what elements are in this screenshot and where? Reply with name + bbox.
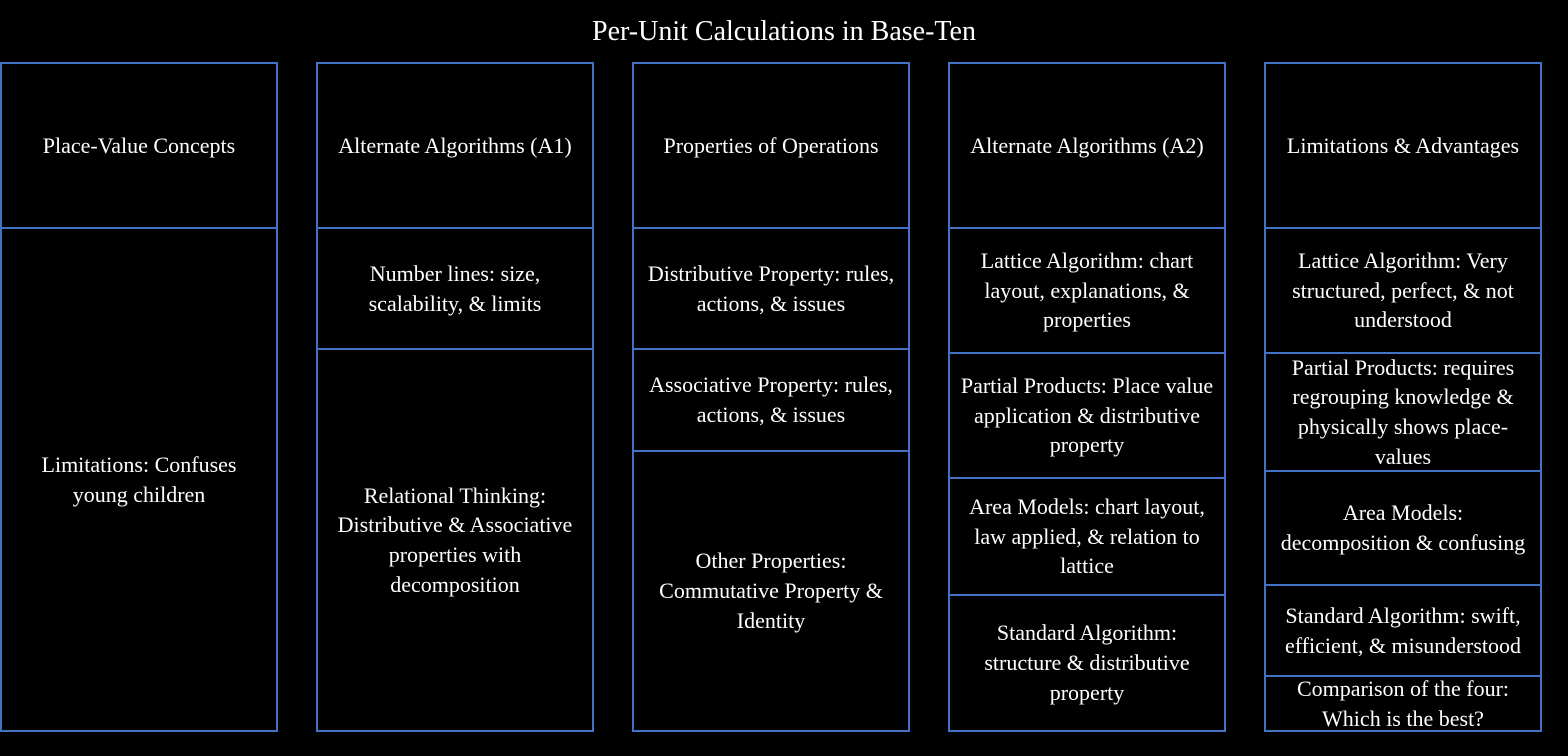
column-3: Alternate Algorithms (A2) Lattice Algorit…	[948, 62, 1226, 732]
cell-4-4: Standard Algorithm: swift, efficient, & …	[1266, 586, 1540, 677]
cell-text: Comparison of the four: Which is the bes…	[1276, 674, 1530, 733]
cell-text: Partial Products: Place value applicatio…	[960, 371, 1214, 460]
column-4: Limitations & Advantages Lattice Algorith…	[1264, 62, 1542, 732]
cell-text: Number lines: size, scalability, & limit…	[328, 259, 582, 318]
cell-2-2: Associative Property: rules, actions, & …	[634, 350, 908, 452]
cell-3-2: Partial Products: Place value applicatio…	[950, 354, 1224, 479]
column-2: Properties of Operations Distributive Pro…	[632, 62, 910, 732]
cell-text: Distributive Property: rules, actions, &…	[644, 259, 898, 318]
cell-text: Alternate Algorithms (A1)	[328, 131, 582, 161]
cell-text: Properties of Operations	[644, 131, 898, 161]
cell-text: Partial Products: requires regrouping kn…	[1276, 353, 1530, 472]
cell-text: Lattice Algorithm: chart layout, explana…	[960, 246, 1214, 335]
cell-text: Other Properties: Commutative Property &…	[644, 546, 898, 635]
diagram-title: Per-Unit Calculations in Base-Ten	[592, 16, 976, 48]
cell-3-3: Area Models: chart layout, law applied, …	[950, 479, 1224, 596]
cell-4-2: Partial Products: requires regrouping kn…	[1266, 354, 1540, 472]
cell-1-2: Relational Thinking: Distributive & Asso…	[318, 350, 592, 730]
cell-text: Associative Property: rules, actions, & …	[644, 370, 898, 429]
cell-3-1: Lattice Algorithm: chart layout, explana…	[950, 229, 1224, 354]
cell-4-1: Lattice Algorithm: Very structured, perf…	[1266, 229, 1540, 354]
cell-1-1: Number lines: size, scalability, & limit…	[318, 229, 592, 350]
cell-text: Standard Algorithm: structure & distribu…	[960, 618, 1214, 707]
cell-text: Area Models: decomposition & confusing	[1276, 498, 1530, 557]
cell-2-1: Distributive Property: rules, actions, &…	[634, 229, 908, 350]
cell-text: Limitations: Confuses young children	[12, 450, 266, 509]
cell-1-0: Alternate Algorithms (A1)	[318, 64, 592, 229]
column-1: Alternate Algorithms (A1) Number lines: s…	[316, 62, 594, 732]
cell-3-4: Standard Algorithm: structure & distribu…	[950, 596, 1224, 730]
cell-text: Area Models: chart layout, law applied, …	[960, 492, 1214, 581]
cell-text: Lattice Algorithm: Very structured, perf…	[1276, 246, 1530, 335]
cell-4-5: Comparison of the four: Which is the bes…	[1266, 677, 1540, 730]
cell-text: Relational Thinking: Distributive & Asso…	[328, 481, 582, 600]
columns-container: Place-Value Concepts Limitations: Confuse…	[0, 62, 1542, 732]
cell-text: Place-Value Concepts	[12, 131, 266, 161]
cell-3-0: Alternate Algorithms (A2)	[950, 64, 1224, 229]
cell-text: Alternate Algorithms (A2)	[960, 131, 1214, 161]
cell-0-0: Place-Value Concepts	[2, 64, 276, 229]
cell-2-3: Other Properties: Commutative Property &…	[634, 452, 908, 730]
cell-text: Limitations & Advantages	[1276, 131, 1530, 161]
cell-4-0: Limitations & Advantages	[1266, 64, 1540, 229]
cell-4-3: Area Models: decomposition & confusing	[1266, 472, 1540, 586]
cell-2-0: Properties of Operations	[634, 64, 908, 229]
column-0: Place-Value Concepts Limitations: Confuse…	[0, 62, 278, 732]
cell-text: Standard Algorithm: swift, efficient, & …	[1276, 601, 1530, 660]
cell-0-1: Limitations: Confuses young children	[2, 229, 276, 730]
